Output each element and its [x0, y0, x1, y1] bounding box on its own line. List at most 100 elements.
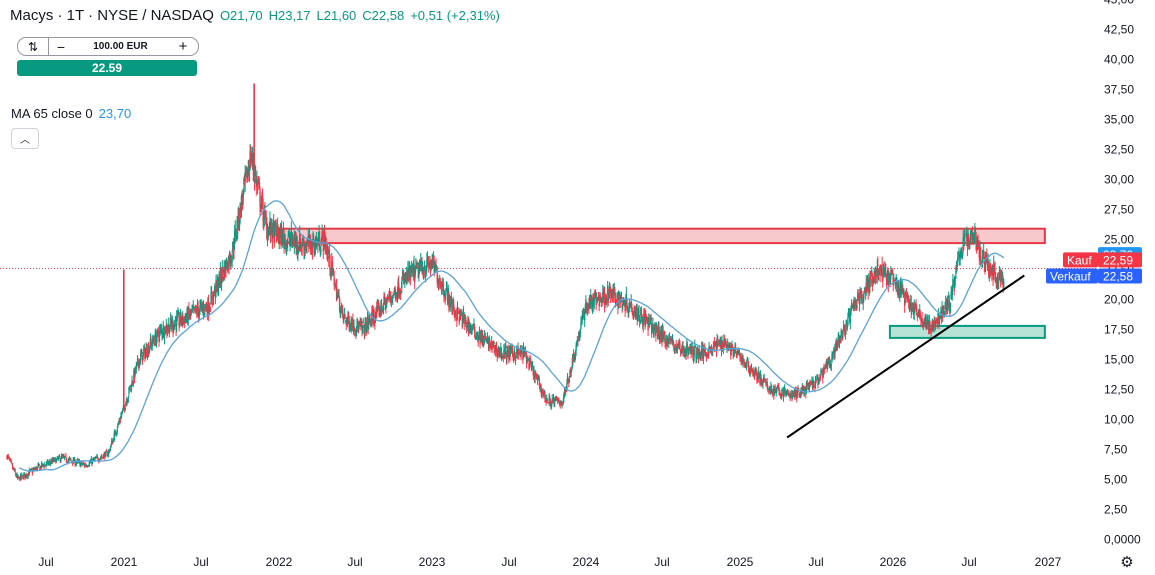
candle-body [139, 360, 141, 364]
candle-body [542, 392, 545, 394]
candle-body [408, 266, 410, 277]
candle-body [456, 306, 459, 315]
candle-body [572, 352, 575, 359]
candle-body [893, 277, 895, 282]
candle-body [370, 322, 372, 325]
candle-body [544, 399, 547, 401]
candle-body [937, 313, 940, 319]
candle-body [762, 383, 764, 385]
candle-body [38, 464, 40, 466]
candle-body [615, 299, 617, 303]
candle-body [278, 239, 280, 241]
candle-body [125, 402, 127, 407]
candle-body [563, 393, 565, 399]
swap-icon[interactable]: ⇅ [18, 38, 49, 55]
candle-body [393, 294, 395, 297]
support-zone[interactable] [888, 324, 1046, 339]
candle-body [491, 341, 493, 347]
collapse-icon[interactable]: ︿ [11, 128, 39, 149]
candle-body [89, 461, 92, 463]
plus-icon[interactable]: + [178, 38, 188, 55]
candle-body [360, 322, 362, 326]
candle-body [824, 367, 826, 369]
candle-body [185, 317, 188, 320]
candle-body [825, 363, 827, 366]
candle-body [245, 171, 247, 173]
candle-body [832, 354, 834, 356]
gear-icon[interactable]: ⚙ [1120, 554, 1134, 571]
candle-body [896, 277, 898, 280]
candle-body [170, 319, 172, 324]
y-tick-label: 45,00 [1104, 0, 1134, 7]
candle-body [57, 457, 60, 459]
candle-body [671, 337, 674, 342]
candle-body [602, 294, 605, 298]
candle-body [508, 357, 510, 360]
candle-body [75, 463, 77, 465]
candle-body [228, 258, 230, 267]
candle-body [341, 306, 343, 308]
candle-body [589, 304, 591, 306]
candle-body [692, 357, 695, 359]
candle-body [787, 390, 789, 392]
candle-body [127, 399, 129, 403]
candle-body [766, 382, 768, 386]
candle-body [519, 353, 521, 355]
candle-body [788, 393, 791, 397]
candle-body [490, 344, 492, 349]
candle-body [109, 450, 111, 452]
candle-body [855, 300, 857, 303]
candle-body [947, 299, 949, 307]
candle-body [850, 308, 852, 315]
candle-body [869, 278, 872, 280]
minus-icon[interactable]: − [56, 38, 66, 55]
candle-body [571, 367, 573, 369]
candle-body [390, 296, 392, 298]
candle-body [447, 288, 449, 301]
x-axis[interactable]: Jul 2021 Jul 2022 Jul 2023 Jul 2024 Jul 2025 Jul 20… [38, 555, 1061, 569]
quantity-input[interactable]: 100.00 EUR [93, 41, 148, 52]
candle-body [398, 283, 400, 297]
candle-body [155, 338, 158, 344]
candle-body [106, 452, 109, 457]
symbol-title[interactable]: Macys · 1T · NYSE / NASDAQ [10, 7, 214, 24]
candle-body [739, 357, 742, 361]
resistance-zone[interactable] [278, 227, 1046, 245]
candle-body [489, 339, 491, 345]
candle-body [357, 321, 359, 327]
candle-body [802, 387, 804, 390]
candle-body [672, 339, 674, 343]
candle-body [771, 392, 774, 395]
candle-body [970, 238, 972, 240]
candle-body [909, 298, 912, 300]
candle-body [197, 305, 199, 312]
ma-indicator-legend[interactable]: MA 65 close 0 23,70 [11, 106, 131, 121]
candle-body [820, 369, 822, 375]
candle-body [514, 353, 516, 361]
candle-body [34, 468, 37, 470]
trendline[interactable] [786, 274, 1025, 439]
candle-body [758, 373, 761, 378]
candle-body [848, 311, 850, 314]
candle-body [774, 385, 776, 390]
candle-body [120, 415, 122, 419]
candle-body [780, 397, 782, 399]
candle-body [856, 305, 858, 308]
y-axis[interactable]: 0,0000 2,50 5,00 7,50 10,00 12,50 15,00 17,50 20… [1104, 0, 1141, 547]
candle-body [879, 267, 881, 268]
candle-body [623, 302, 626, 304]
candle-body [306, 243, 308, 246]
candle-body [880, 265, 883, 272]
candle-body [991, 270, 993, 276]
candle-body [302, 241, 305, 246]
candle-body [994, 269, 996, 275]
candle-body [146, 356, 149, 358]
candle-body [472, 325, 474, 328]
candle-body [596, 295, 598, 303]
candle-body [987, 265, 990, 276]
candle-body [501, 353, 503, 358]
buy-button[interactable]: 22.59 [17, 60, 197, 76]
candle-body [318, 238, 321, 251]
candle-body [651, 331, 654, 333]
